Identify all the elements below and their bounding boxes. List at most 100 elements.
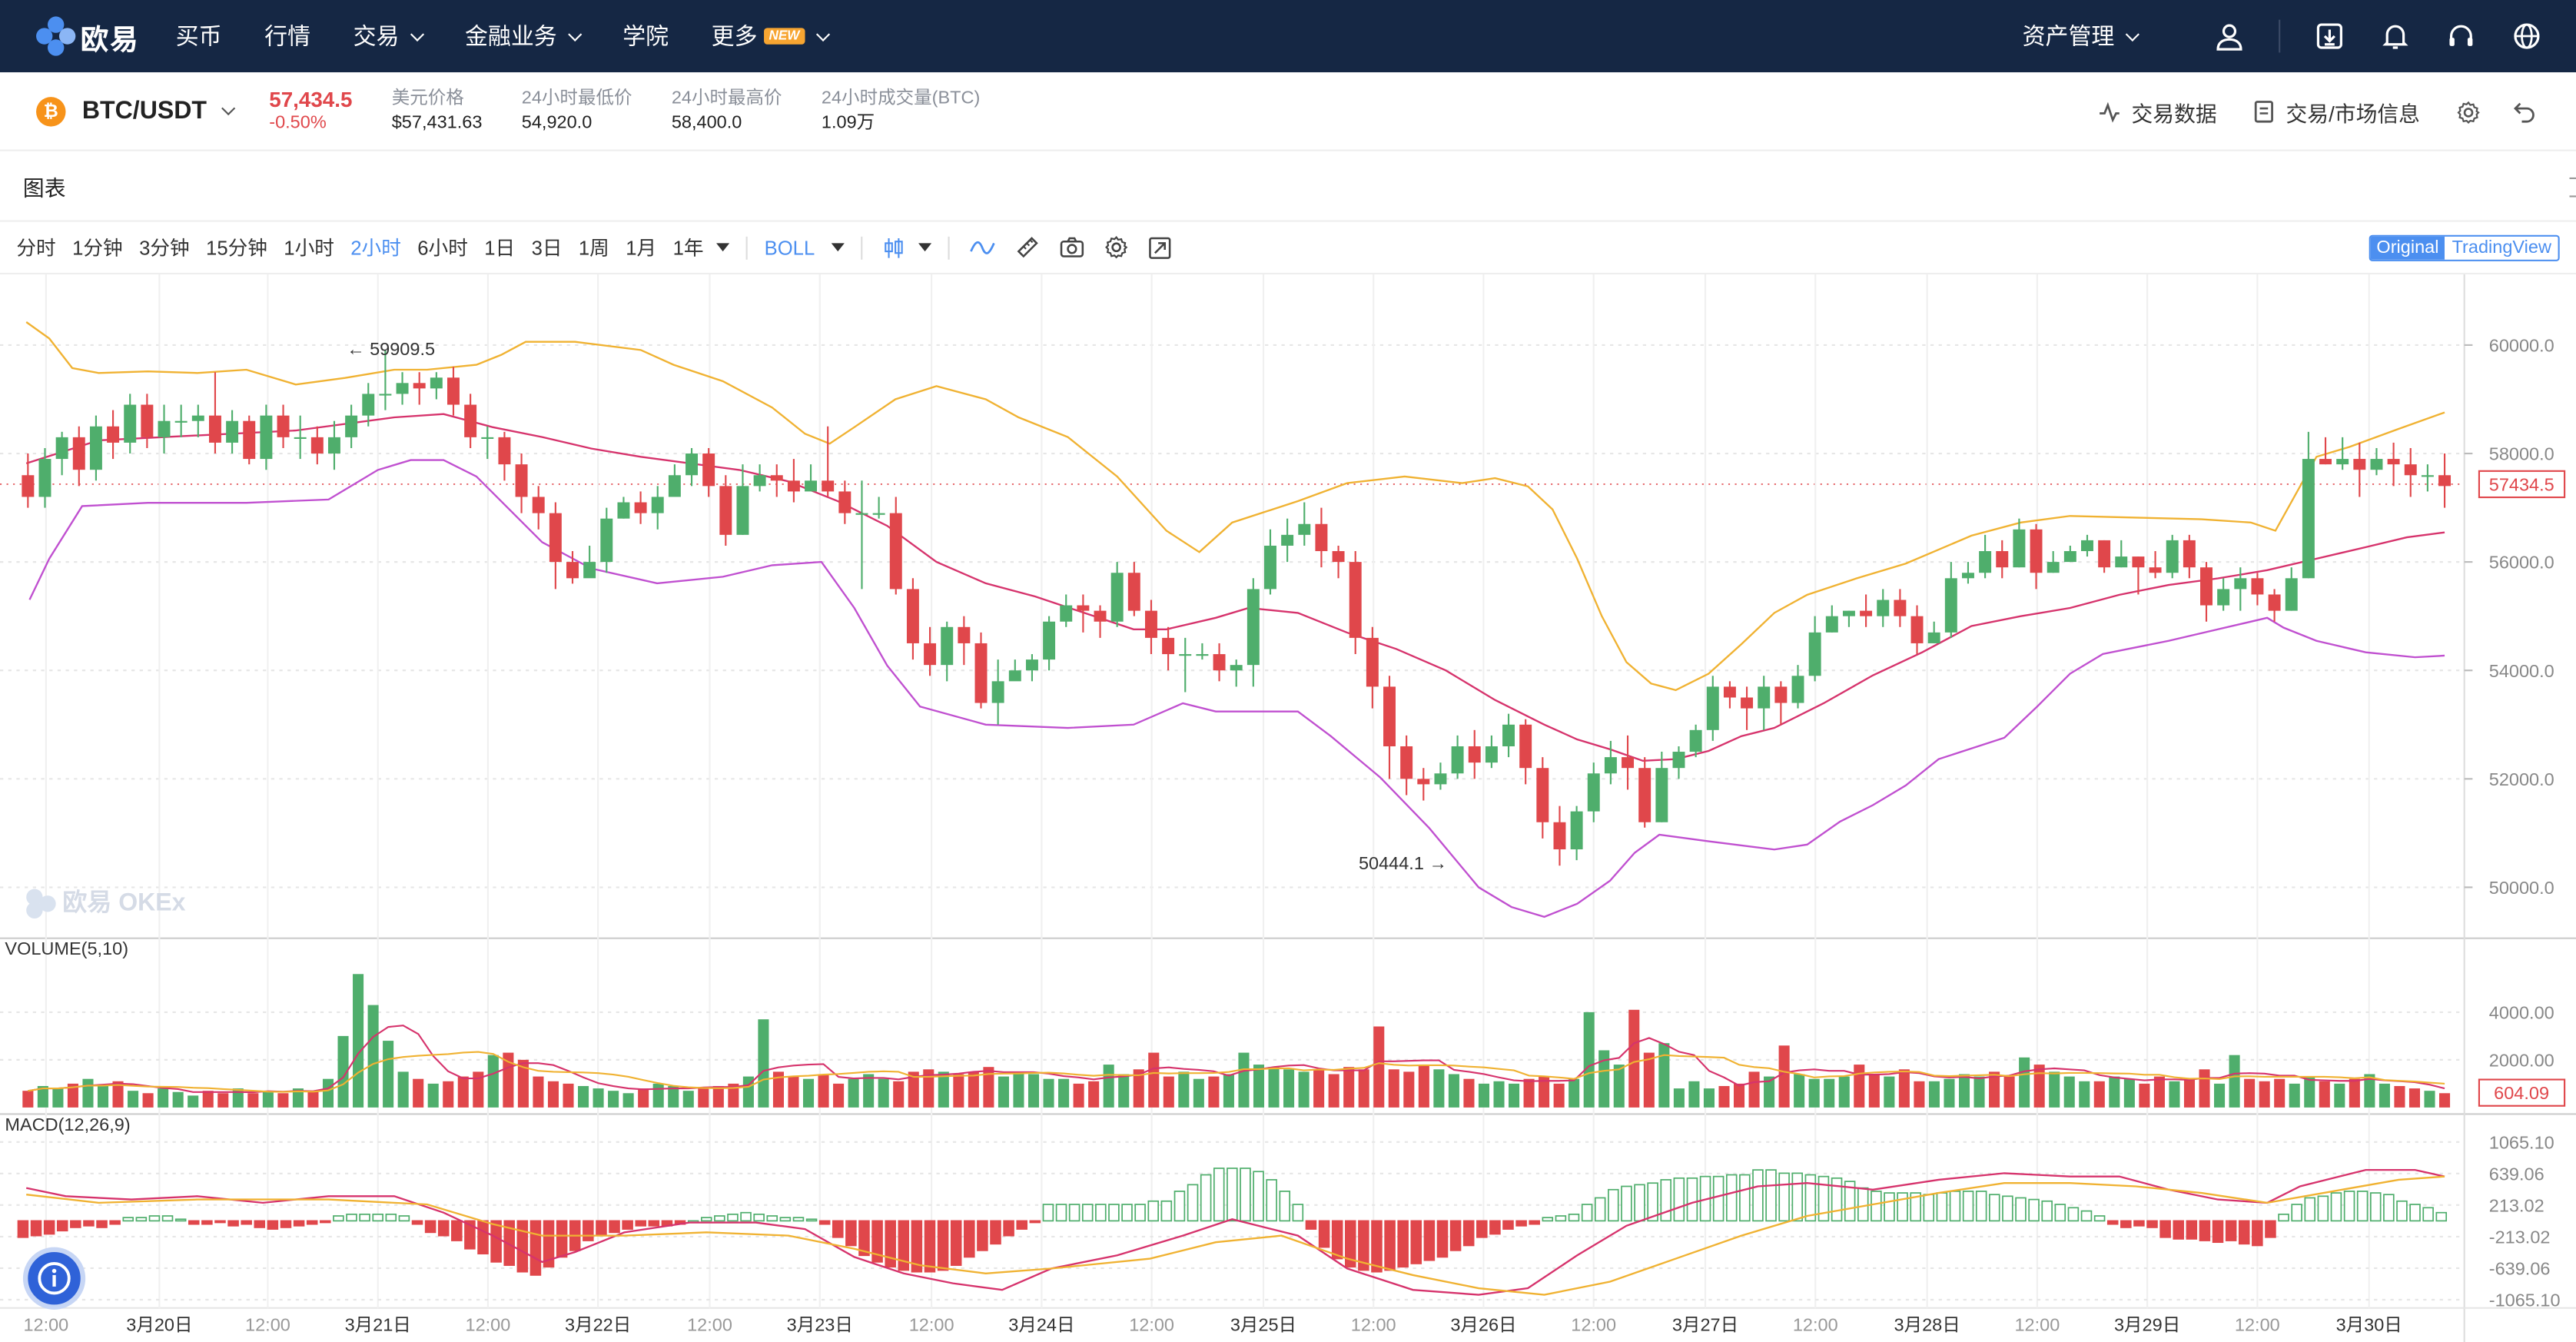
gear-icon[interactable] <box>1104 235 1128 260</box>
volume-bar <box>1868 1074 1880 1108</box>
macd-histogram-bar <box>766 1215 778 1222</box>
timeframe-1d[interactable]: 1日 <box>484 236 516 260</box>
macd-histogram-bar <box>2067 1207 2080 1222</box>
volume-bar <box>878 1078 889 1108</box>
timeframe-1w[interactable]: 1周 <box>578 236 609 260</box>
volume-bar <box>1088 1081 1100 1108</box>
nav-markets[interactable]: 行情 <box>264 22 311 50</box>
timeframe-1h[interactable]: 1小时 <box>284 236 334 260</box>
candle-body <box>2166 540 2179 573</box>
okx-logo[interactable]: 欧易 <box>36 15 140 56</box>
indicator-dropdown-caret[interactable] <box>831 243 845 252</box>
gear-icon <box>2457 100 2480 123</box>
macd-histogram-bar <box>779 1217 792 1222</box>
nav-trade[interactable]: 交易 <box>354 20 425 53</box>
settings-button[interactable] <box>2456 99 2491 124</box>
candle-body <box>634 502 647 513</box>
timeframe-tick[interactable]: 分时 <box>16 236 56 260</box>
info-button[interactable] <box>22 1247 86 1310</box>
download-icon[interactable] <box>2313 20 2346 53</box>
candlestick-type-icon[interactable] <box>882 236 905 259</box>
volume-bar <box>232 1088 244 1108</box>
headset-icon[interactable] <box>2445 20 2478 53</box>
trade-data-link[interactable]: 交易数据 <box>2099 96 2217 128</box>
nav-asset-management[interactable]: 资产管理 <box>2023 20 2139 53</box>
macd-histogram-bar <box>2106 1220 2119 1225</box>
macd-histogram-bar <box>805 1218 818 1222</box>
fullscreen-icon[interactable] <box>1148 236 1171 259</box>
timeframe-1y[interactable]: 1年 <box>672 236 704 260</box>
current-volume-box <box>2478 1078 2566 1107</box>
original-view-button[interactable]: Original <box>2369 236 2446 260</box>
volume-bar <box>1958 1074 1970 1108</box>
volume-bar <box>1238 1052 1250 1108</box>
macd-histogram-bar <box>1240 1168 1251 1222</box>
candle-body <box>158 420 171 437</box>
macd-histogram-bar <box>2330 1192 2342 1222</box>
timeframe-3m[interactable]: 3分钟 <box>139 236 190 260</box>
indicator-line-icon[interactable] <box>969 236 995 259</box>
nav-buy-crypto[interactable]: 买币 <box>175 22 222 50</box>
chart-toolbar: 分时 1分钟 3分钟 15分钟 1小时 2小时 6小时 1日 3日 1周 1月 … <box>0 220 2576 275</box>
panel-menu-icon[interactable] <box>2569 177 2576 198</box>
volume-bar <box>277 1093 289 1108</box>
candle-body <box>2387 459 2400 465</box>
ticker-bar: ₿ BTC/USDT 57,434.5 -0.50% 美元价格 $57,431.… <box>0 72 2576 151</box>
candle-body <box>2438 475 2452 487</box>
nav-academy[interactable]: 学院 <box>622 22 669 50</box>
volume-bar <box>2019 1057 2030 1108</box>
volume-bar <box>1073 1083 1084 1108</box>
indicator-select[interactable]: BOLL <box>764 235 815 259</box>
volume-bar <box>863 1074 875 1108</box>
user-icon[interactable] <box>2213 20 2246 53</box>
timeframe-more-dropdown[interactable] <box>716 243 730 252</box>
ruler-icon[interactable] <box>1015 235 1040 260</box>
candle-body <box>2149 567 2162 573</box>
pair-selector[interactable]: BTC/USDT <box>66 97 235 125</box>
candle-body <box>1689 729 1702 752</box>
candle-body <box>770 475 783 481</box>
candle-body <box>345 415 358 437</box>
tradingview-view-button[interactable]: TradingView <box>2445 236 2558 260</box>
back-button[interactable] <box>2514 100 2547 123</box>
macd-histogram-bar <box>2186 1220 2198 1240</box>
volume-bar <box>307 1091 319 1108</box>
macd-histogram-bar <box>832 1220 844 1238</box>
candle-body <box>1604 757 1617 774</box>
candle-body <box>1622 757 1635 769</box>
boll-lower-line <box>28 459 2445 918</box>
nav-finance[interactable]: 金融业务 <box>465 20 583 53</box>
timeframe-15m[interactable]: 15分钟 <box>206 236 267 260</box>
volume-bar <box>1493 1081 1505 1108</box>
macd-histogram-bar <box>1502 1220 1514 1230</box>
bell-icon[interactable] <box>2379 20 2412 53</box>
macd-histogram-bar <box>2356 1191 2369 1222</box>
macd-histogram-bar <box>2212 1220 2224 1244</box>
macd-histogram-bar <box>1634 1184 1645 1222</box>
volume-bar <box>292 1088 304 1108</box>
camera-icon[interactable] <box>1060 237 1084 258</box>
time-tick-label: 12:00 <box>1129 1315 1174 1335</box>
volume-bar <box>788 1076 799 1108</box>
timeframe-6h[interactable]: 6小时 <box>417 236 468 260</box>
last-price: 57,434.5 <box>269 86 353 111</box>
volume-bar <box>383 1041 394 1108</box>
chart-type-dropdown-caret[interactable] <box>918 243 931 252</box>
nav-more[interactable]: 更多 NEW <box>712 20 830 53</box>
timeframe-3d[interactable]: 3日 <box>531 236 563 260</box>
macd-histogram-bar <box>359 1213 370 1222</box>
timeframe-1m[interactable]: 1分钟 <box>72 236 123 260</box>
macd-histogram-bar <box>1462 1220 1475 1247</box>
macd-histogram-bar <box>1213 1168 1225 1222</box>
globe-icon[interactable] <box>2511 20 2544 53</box>
candlesticks <box>22 350 2452 866</box>
candle-body <box>1536 768 1549 822</box>
candle-body <box>1094 610 1107 622</box>
timeframe-2h[interactable]: 2小时 <box>350 236 401 260</box>
market-info-link[interactable]: 交易/市场信息 <box>2253 96 2420 128</box>
timeframe-1M[interactable]: 1月 <box>626 236 657 260</box>
price-tick-label: 50000.0 <box>2489 878 2554 898</box>
volume-bar <box>1824 1078 1835 1108</box>
volume-bar <box>1103 1065 1114 1108</box>
